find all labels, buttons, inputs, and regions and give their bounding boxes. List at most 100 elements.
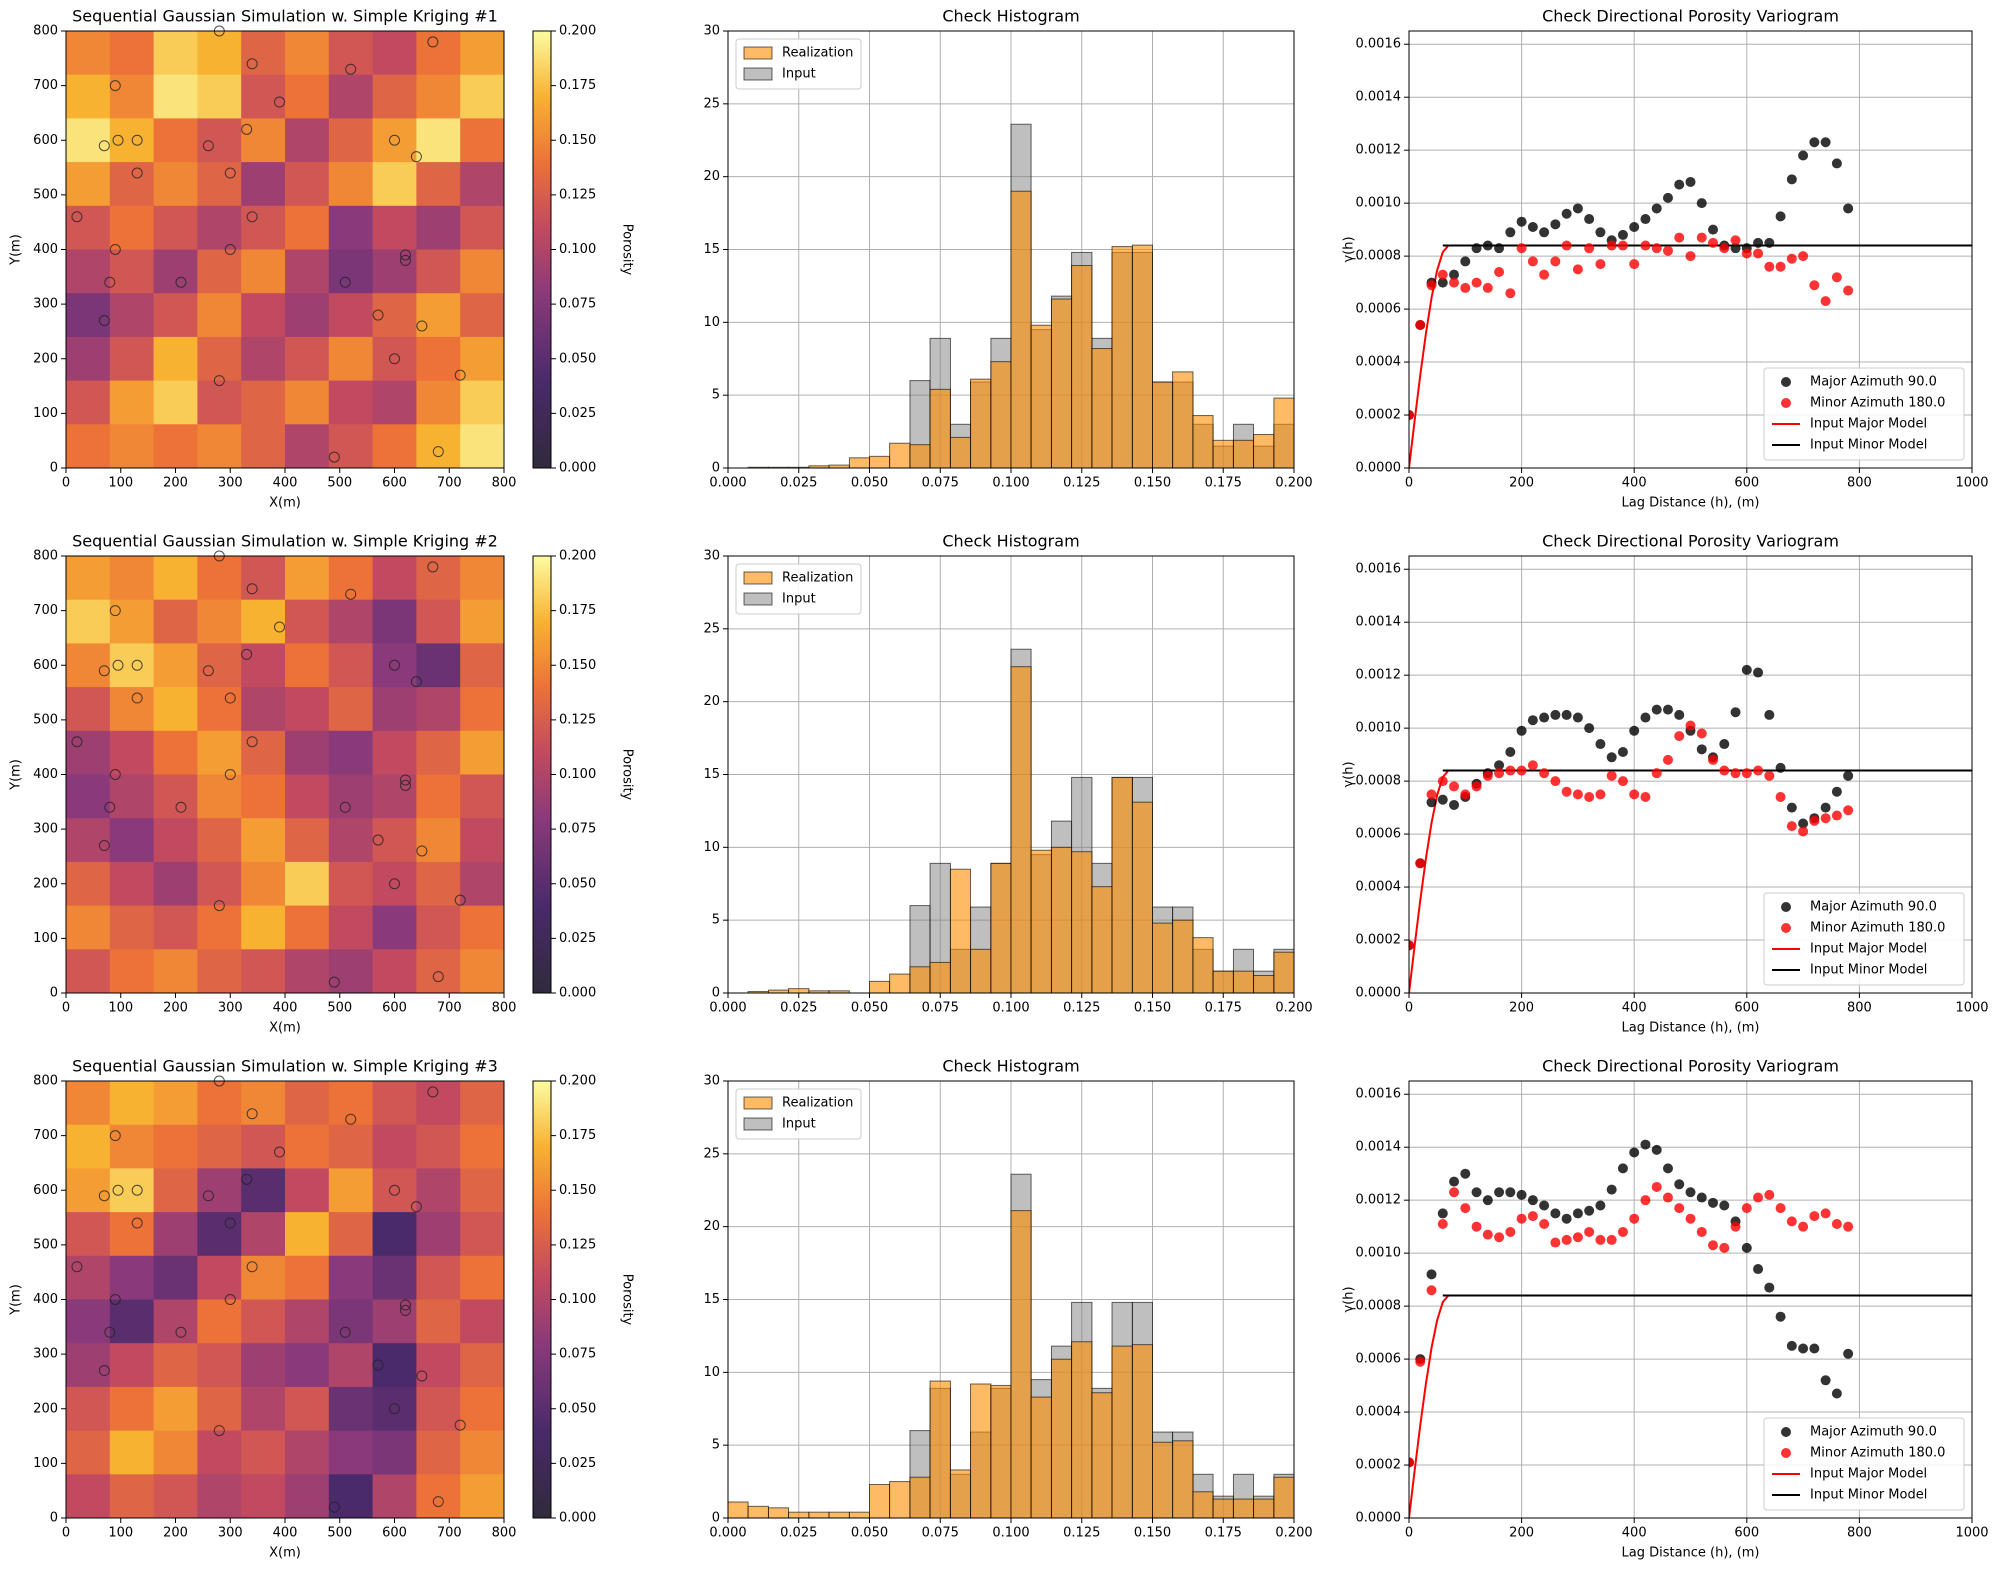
y-tick-label: 400 <box>33 767 58 782</box>
x-tick-label: 0.050 <box>851 476 888 491</box>
bar <box>889 442 911 468</box>
point <box>1426 797 1437 808</box>
point <box>1460 789 1471 800</box>
cell <box>109 424 155 468</box>
point <box>1741 768 1752 779</box>
cell <box>197 1386 242 1432</box>
cell <box>285 730 330 775</box>
x-axis-label: X(m) <box>269 1021 301 1036</box>
well <box>224 244 236 255</box>
well <box>104 801 116 813</box>
cell <box>285 162 330 207</box>
x-tick-label: 700 <box>437 476 462 491</box>
well <box>345 588 357 600</box>
bar <box>1212 970 1234 993</box>
panel: 0.000 0.025 0.050 0.075 0.100 0.125 0.150 0.175… <box>9 7 635 511</box>
point <box>1753 237 1764 248</box>
colorbar <box>532 1080 552 1519</box>
x-tick-label: 0.175 <box>1205 476 1242 491</box>
x-tick-label: 0 <box>1405 1526 1413 1541</box>
well <box>399 774 411 786</box>
legend-marker <box>1781 398 1791 408</box>
well <box>399 779 411 791</box>
well <box>224 769 236 780</box>
cell <box>328 949 374 993</box>
legend-label: Input Minor Model <box>1810 963 1927 978</box>
cell <box>197 905 242 950</box>
colorbar-label: Porosity <box>620 1274 635 1326</box>
point <box>1843 285 1854 296</box>
point <box>1572 1232 1583 1243</box>
point <box>1753 1192 1764 1203</box>
point <box>1482 770 1493 781</box>
bar <box>970 378 992 468</box>
point <box>1471 1221 1482 1232</box>
point <box>1809 1343 1820 1354</box>
point <box>1449 781 1460 792</box>
cell <box>66 1386 111 1432</box>
legend-label: Input Major Model <box>1810 1467 1927 1482</box>
well <box>104 1326 116 1338</box>
cell <box>372 599 417 644</box>
cell <box>197 949 242 993</box>
cell <box>153 1124 198 1169</box>
cell <box>197 1474 242 1518</box>
point <box>1719 243 1730 254</box>
point <box>1719 1242 1730 1253</box>
point <box>1561 1213 1572 1224</box>
bar <box>1111 246 1133 468</box>
y-tick-label: 25 <box>703 621 720 636</box>
y-tick-label: 800 <box>33 1074 58 1089</box>
point <box>1437 776 1448 787</box>
x-tick-label: 400 <box>1622 1526 1647 1541</box>
point <box>1696 728 1707 739</box>
point <box>1550 709 1561 720</box>
point <box>1550 1208 1561 1219</box>
legend-marker <box>1781 1427 1791 1437</box>
well <box>399 1304 411 1316</box>
x-tick-label: 200 <box>1509 476 1534 491</box>
point <box>1460 1168 1471 1179</box>
well <box>112 134 124 146</box>
cell <box>197 205 242 250</box>
bar <box>869 980 891 993</box>
well <box>389 1403 400 1415</box>
plot-area <box>1409 1139 1972 1518</box>
well <box>98 1190 110 1202</box>
panel-title: Check Directional Porosity Variogram <box>1542 1057 1839 1076</box>
point <box>1809 137 1820 148</box>
cell <box>153 1255 198 1300</box>
cell <box>197 118 242 163</box>
point <box>1617 1226 1628 1237</box>
bar <box>1131 244 1153 468</box>
cell <box>285 205 330 250</box>
point <box>1482 282 1493 293</box>
point <box>1584 723 1595 734</box>
panel-title: Check Directional Porosity Variogram <box>1542 532 1839 551</box>
cell <box>109 1081 155 1126</box>
well <box>131 167 143 179</box>
cell <box>416 1124 461 1169</box>
y-tick-label: 0.0010 <box>1356 721 1402 736</box>
colorbar-tick-label: 0.150 <box>559 658 596 673</box>
cell <box>372 1168 417 1213</box>
cell <box>416 1430 461 1475</box>
cell <box>109 774 155 819</box>
y-tick-label: 800 <box>33 549 58 564</box>
cell <box>460 599 504 644</box>
point <box>1629 1213 1640 1224</box>
well <box>104 276 116 288</box>
cell <box>460 730 504 775</box>
cell <box>66 730 111 775</box>
cell <box>285 1124 330 1169</box>
point <box>1820 1375 1831 1386</box>
point <box>1561 208 1572 219</box>
x-tick-label: 400 <box>1622 476 1647 491</box>
colorbar-tick-label: 0.100 <box>559 1292 596 1307</box>
point <box>1527 1211 1538 1222</box>
bar <box>1212 1498 1234 1518</box>
y-tick-label: 25 <box>703 96 720 111</box>
point <box>1764 770 1775 781</box>
cell <box>197 336 242 382</box>
bar <box>1192 1491 1214 1518</box>
